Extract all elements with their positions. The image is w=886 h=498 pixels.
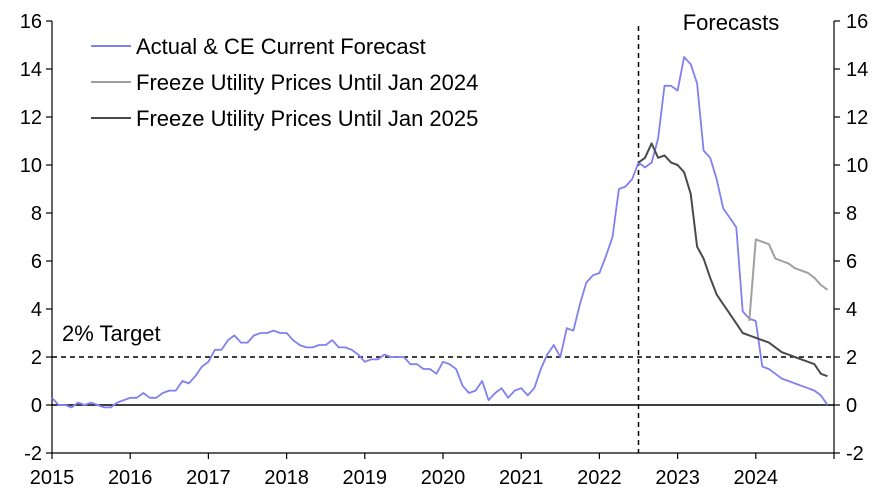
series-freeze-2025 [637,142,828,378]
y-tick-label-left: 0 [31,395,42,417]
y-tick-label-right: 8 [846,203,857,225]
y-tick-label-right: -2 [846,443,864,465]
y-tick-label-right: 4 [846,299,857,321]
y-tick-label-left: 6 [31,251,42,273]
y-axis-right: -2 0 2 4 6 8 10 12 14 16 [834,11,868,465]
target-label: 2% Target [62,321,161,346]
x-tick-label: 2017 [186,467,231,489]
x-tick-label: 2022 [577,467,622,489]
legend-label-freeze-2025: Freeze Utility Prices Until Jan 2025 [136,106,478,131]
y-tick-label-right: 6 [846,251,857,273]
series-lines [51,56,829,409]
x-tick-label: 2024 [734,467,779,489]
reference-lines [52,26,834,453]
y-tick-label-right: 16 [846,11,868,33]
x-tick-label: 2021 [499,467,544,489]
x-tick-label: 2019 [343,467,388,489]
x-tick-label: 2023 [655,467,700,489]
x-axis: 2015 2016 2017 2018 2019 2020 2021 2022 2023 2024 [30,453,835,489]
y-tick-label-left: -2 [24,443,42,465]
x-tick-label: 2018 [264,467,309,489]
legend-label-freeze-2024: Freeze Utility Prices Until Jan 2024 [136,70,478,95]
x-tick-label: 2016 [108,467,153,489]
y-tick-label-left: 8 [31,203,42,225]
y-tick-label-left: 10 [20,155,42,177]
y-axis-left: -2 0 2 4 6 8 10 12 14 16 [20,11,52,465]
series-actual [51,56,829,409]
x-tick-label: 2015 [30,467,75,489]
y-tick-label-left: 14 [20,59,42,81]
y-tick-label-right: 12 [846,107,868,129]
legend: Actual & CE Current Forecast Freeze Util… [91,34,478,131]
y-tick-label-right: 10 [846,155,868,177]
x-tick-label: 2020 [421,467,466,489]
annotations: 2% Target Forecasts [62,10,779,346]
y-tick-label-right: 14 [846,59,868,81]
y-tick-label-left: 4 [31,299,42,321]
series-freeze-2024 [748,238,829,322]
y-tick-label-right: 2 [846,347,857,369]
y-tick-label-left: 16 [20,11,42,33]
y-tick-label-left: 2 [31,347,42,369]
legend-label-actual: Actual & CE Current Forecast [136,34,426,59]
y-tick-label-left: 12 [20,107,42,129]
forecasts-label: Forecasts [683,10,780,35]
y-tick-label-right: 0 [846,395,857,417]
